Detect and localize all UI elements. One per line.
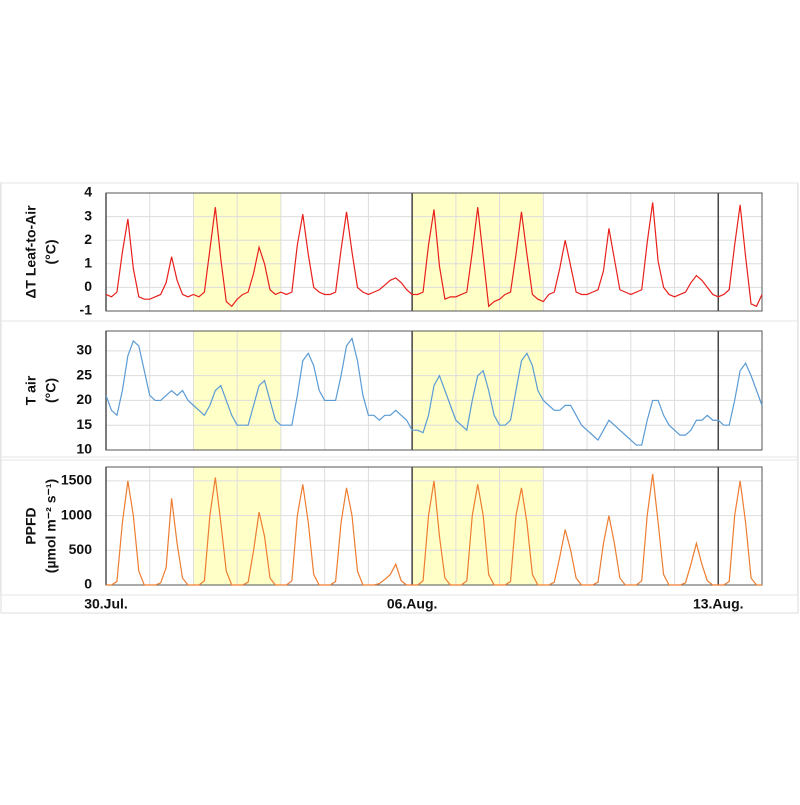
y-tick-label: 500 <box>69 541 93 557</box>
y-tick-label: 25 <box>76 366 92 382</box>
y-axis-label: PPFD <box>23 507 39 544</box>
data-line <box>106 473 762 586</box>
y-axis-label: (µmol m⁻² s⁻¹) <box>43 479 59 573</box>
y-tick-label: 30 <box>76 342 92 358</box>
y-axis-label: ΔT Leaf-to-Air <box>23 205 39 299</box>
y-tick-label: 4 <box>84 184 92 200</box>
y-tick-label: 0 <box>84 278 92 294</box>
highlight-span <box>412 331 544 450</box>
y-axis-label: (°C) <box>43 378 59 403</box>
y-tick-label: -1 <box>80 302 93 318</box>
data-line <box>105 337 763 446</box>
y-axis-label: (°C) <box>43 239 59 264</box>
data-line <box>105 202 763 308</box>
plot-border <box>105 466 763 586</box>
y-tick-label: 10 <box>76 441 92 457</box>
x-tick-label: 30.Jul. <box>84 596 128 612</box>
plot-border <box>105 192 763 312</box>
plot-border <box>105 330 763 451</box>
y-tick-label: 2 <box>84 231 92 247</box>
y-tick-label: 3 <box>84 207 92 223</box>
y-tick-label: 20 <box>76 391 92 407</box>
y-tick-label: 0 <box>84 576 92 592</box>
panel-frame <box>0 320 798 461</box>
y-tick-label: 1 <box>84 255 92 271</box>
y-axis-label: T air <box>23 375 39 405</box>
y-tick-label: 15 <box>76 416 92 432</box>
panel-frame <box>0 456 798 596</box>
panel-frame <box>0 182 798 322</box>
y-tick-label: 1500 <box>61 472 92 488</box>
y-tick-label: 1000 <box>61 506 92 522</box>
x-tick-label: 06.Aug. <box>387 596 438 612</box>
x-tick-label: 13.Aug. <box>693 596 744 612</box>
